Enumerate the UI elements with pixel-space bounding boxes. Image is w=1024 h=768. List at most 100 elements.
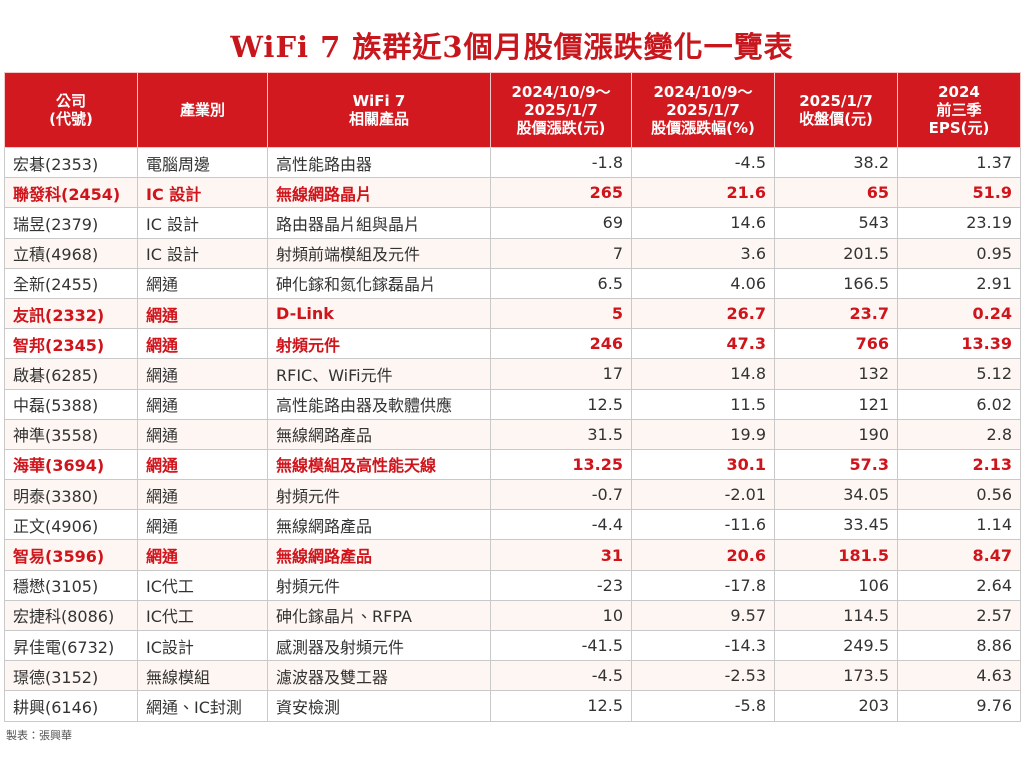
number-cell: 2.91 [897,267,1021,299]
header-line: 2024/10/9～ [511,83,611,101]
text-cell: 網通 [137,267,268,299]
number-cell: 9.76 [897,690,1021,722]
table-row: 全新(2455) 網通 砷化鎵和氮化鎵磊晶片 6.5 4.06 166.5 2.91 [4,267,1021,299]
table-row: 宏捷科(8086) IC代工 砷化鎵晶片、RFPA 10 9.57 114.5 2.57 [4,599,1021,632]
number-cell: 19.9 [631,418,775,450]
text-cell: 無線模組及高性能天線 [267,448,491,481]
number-cell: 65 [774,177,898,209]
footer: 製表：張興華 [6,729,72,742]
text-cell: 網通 [137,388,268,420]
text-cell: 無線模組 [137,660,268,692]
header-row: 公司 (代號) 產業別 WiFi 7 相關產品 2024/10/9～ 2025/1/7 股價漲… [4,72,1021,148]
text-cell: 耕興(6146) [4,690,138,722]
number-cell: -4.5 [490,660,632,692]
number-cell: 121 [774,388,898,420]
number-cell: 181.5 [774,539,898,571]
number-cell: 12.5 [490,388,632,420]
table-row: 璟德(3152) 無線模組 濾波器及雙工器 -4.5 -2.53 173.5 4.63 [4,660,1021,692]
number-cell: 8.86 [897,629,1021,662]
number-cell: 13.39 [897,328,1021,360]
text-cell: 昇佳電(6732) [4,629,138,662]
text-cell: IC代工 [137,599,268,632]
table-row: 正文(4906) 網通 無線網路產品 -4.4 -11.6 33.45 1.14 [4,509,1021,541]
number-cell: -2.53 [631,660,775,692]
table-row: 耕興(6146) 網通、IC封測 資安檢測 12.5 -5.8 203 9.76 [4,690,1021,722]
table-row: 友訊(2332) 網通 D-Link 5 26.7 23.7 0.24 [4,297,1021,330]
text-cell: 瑞昱(2379) [4,207,138,239]
header-line: 收盤價(元) [799,110,873,128]
table-row: 智易(3596) 網通 無線網路產品 31 20.6 181.5 8.47 [4,539,1021,571]
number-cell: 8.47 [897,539,1021,571]
header-line: 前三季 [936,101,982,119]
text-cell: 網通 [137,297,268,330]
number-cell: 2.64 [897,569,1021,601]
number-cell: -14.3 [631,629,775,662]
number-cell: 6.5 [490,267,632,299]
number-cell: 14.6 [631,207,775,239]
number-cell: 47.3 [631,328,775,360]
table-body: 宏碁(2353) 電腦周邊 高性能路由器 -1.8 -4.5 38.2 1.37 聯發科(24… [4,146,1021,722]
number-cell: 23.7 [774,297,898,330]
table-row: 穩懋(3105) IC代工 射頻元件 -23 -17.8 106 2.64 [4,569,1021,601]
number-cell: -4.5 [631,146,775,179]
number-cell: 33.45 [774,509,898,541]
text-cell: 海華(3694) [4,448,138,481]
number-cell: 173.5 [774,660,898,692]
text-cell: 射頻元件 [267,569,491,601]
text-cell: 網通 [137,418,268,450]
number-cell: 57.3 [774,448,898,481]
number-cell: -4.4 [490,509,632,541]
table-row: 神準(3558) 網通 無線網路產品 31.5 19.9 190 2.8 [4,418,1021,450]
number-cell: 2.8 [897,418,1021,450]
text-cell: 網通 [137,539,268,571]
number-cell: 766 [774,328,898,360]
text-cell: 資安檢測 [267,690,491,722]
number-cell: 26.7 [631,297,775,330]
text-cell: 智易(3596) [4,539,138,571]
table-row: 聯發科(2454) IC 設計 無線網路晶片 265 21.6 65 51.9 [4,177,1021,209]
column-header: 2024/10/9～ 2025/1/7 股價漲跌幅(%) [631,72,775,148]
number-cell: -17.8 [631,569,775,601]
number-cell: 0.24 [897,297,1021,330]
text-cell: 友訊(2332) [4,297,138,330]
table-row: 昇佳電(6732) IC設計 感測器及射頻元件 -41.5 -14.3 249.5 8.86 [4,629,1021,662]
stock-table: 公司 (代號) 產業別 WiFi 7 相關產品 2024/10/9～ 2025/1/7 股價漲… [4,72,1021,722]
number-cell: -23 [490,569,632,601]
number-cell: 21.6 [631,177,775,209]
text-cell: 智邦(2345) [4,328,138,360]
number-cell: -5.8 [631,690,775,722]
title: WiFi 7 族群近3個月股價漲跌變化一覽表 [230,30,794,64]
text-cell: 明泰(3380) [4,479,138,511]
text-cell: 射頻前端模組及元件 [267,237,491,269]
number-cell: 246 [490,328,632,360]
number-cell: 114.5 [774,599,898,632]
number-cell: 1.14 [897,509,1021,541]
number-cell: 2.13 [897,448,1021,481]
number-cell: 5 [490,297,632,330]
number-cell: 201.5 [774,237,898,269]
number-cell: 34.05 [774,479,898,511]
number-cell: 7 [490,237,632,269]
text-cell: IC 設計 [137,237,268,269]
text-cell: 砷化鎵和氮化鎵磊晶片 [267,267,491,299]
number-cell: 4.63 [897,660,1021,692]
number-cell: 69 [490,207,632,239]
table-row: 啟碁(6285) 網通 RFIC、WiFi元件 17 14.8 132 5.12 [4,358,1021,390]
number-cell: -41.5 [490,629,632,662]
number-cell: 543 [774,207,898,239]
table-row: 海華(3694) 網通 無線模組及高性能天線 13.25 30.1 57.3 2.13 [4,448,1021,481]
number-cell: 106 [774,569,898,601]
number-cell: 14.8 [631,358,775,390]
header-line: 公司 [55,92,86,110]
number-cell: 30.1 [631,448,775,481]
text-cell: 網通 [137,358,268,390]
header-line: 2025/1/7 [799,92,873,110]
header-line: 2024 [938,83,980,101]
number-cell: -1.8 [490,146,632,179]
header-line: (代號) [49,110,93,128]
text-cell: 電腦周邊 [137,146,268,179]
number-cell: 132 [774,358,898,390]
text-cell: IC代工 [137,569,268,601]
text-cell: 網通 [137,479,268,511]
